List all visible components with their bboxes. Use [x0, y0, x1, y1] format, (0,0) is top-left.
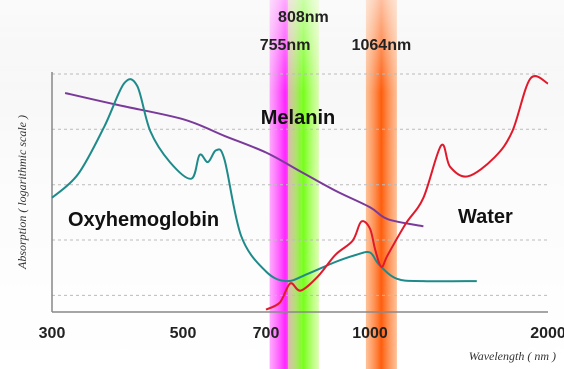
- axes: [51, 72, 548, 313]
- y-axis-title: Absorption ( logarithmic scale ): [15, 115, 29, 270]
- x-tick-labels: 300 500 700 1000 2000: [39, 325, 564, 342]
- band-label-755nm: 755nm: [260, 37, 311, 54]
- series-label-oxyhemoglobin: Oxyhemoglobin: [68, 209, 219, 231]
- band-label-1064nm: 1064nm: [352, 37, 412, 54]
- annotations: 755nm 808nm 1064nm Melanin Oxyhemoglobin Wate…: [68, 9, 513, 231]
- grid-lines: [52, 73, 548, 296]
- series-label-melanin: Melanin: [261, 107, 335, 129]
- series-line-water: [265, 75, 549, 311]
- series-line-melanin: [64, 92, 424, 228]
- x-tick-2000: 2000: [530, 325, 564, 342]
- x-tick-1000: 1000: [352, 325, 388, 342]
- x-axis-title: Wavelength ( nm ): [469, 349, 556, 363]
- band-label-808nm: 808nm: [278, 9, 329, 26]
- series-label-water: Water: [458, 206, 513, 228]
- series-lines: [51, 75, 549, 311]
- x-tick-700: 700: [253, 325, 280, 342]
- x-tick-300: 300: [39, 325, 66, 342]
- series-line-oxyhemoglobin: [51, 78, 477, 283]
- x-tick-500: 500: [170, 325, 197, 342]
